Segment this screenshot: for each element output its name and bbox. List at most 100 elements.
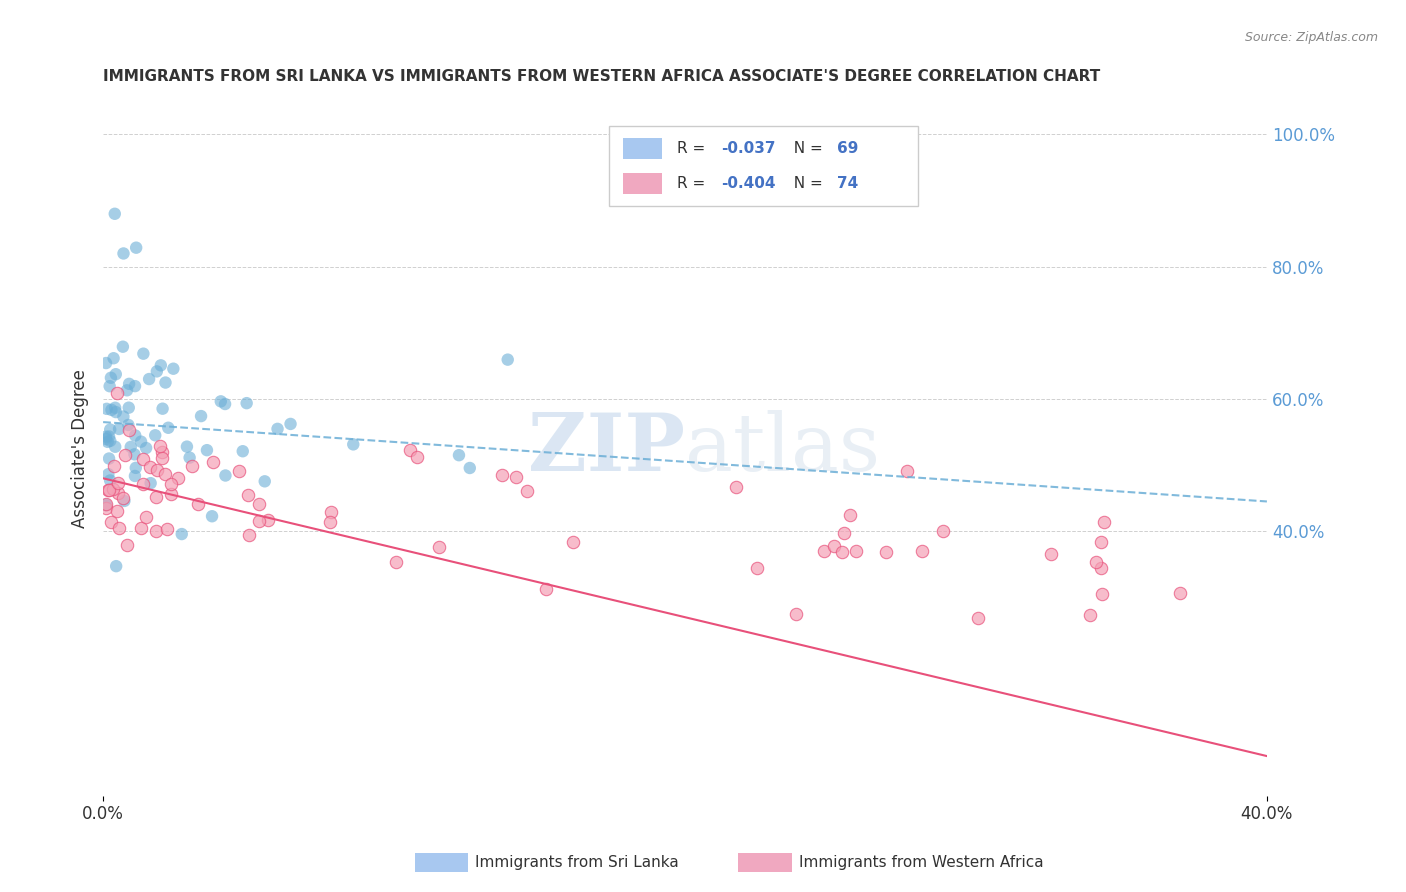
Point [319, 516, 342, 530]
Y-axis label: Associate's Degree: Associate's Degree [72, 369, 89, 528]
Point [100, 403, 122, 417]
Point [100, 371, 122, 385]
Point [536, 582, 558, 596]
Point [932, 524, 955, 538]
Point [845, 544, 868, 558]
Point [249, 514, 271, 528]
Point [214, 468, 236, 483]
Point [398, 442, 420, 457]
Point [124, 469, 146, 483]
Point [112, 494, 135, 508]
Point [247, 497, 270, 511]
Point [967, 611, 990, 625]
Point [103, 351, 125, 366]
Point [108, 422, 131, 436]
Point [120, 440, 142, 454]
Point [896, 464, 918, 478]
Point [97, 483, 120, 498]
Point [232, 444, 254, 458]
Point [139, 476, 162, 491]
Point [152, 401, 174, 416]
Point [97, 467, 120, 482]
Point [176, 440, 198, 454]
FancyBboxPatch shape [623, 173, 662, 194]
Point [129, 521, 152, 535]
Text: Immigrants from Sri Lanka: Immigrants from Sri Lanka [475, 855, 679, 870]
Text: R =: R = [676, 176, 710, 191]
Point [105, 504, 128, 518]
Point [214, 397, 236, 411]
Point [98, 379, 121, 393]
Point [104, 368, 127, 382]
Point [112, 246, 135, 260]
Point [94, 498, 117, 512]
Point [98, 451, 121, 466]
Point [179, 450, 201, 465]
Text: Immigrants from Western Africa: Immigrants from Western Africa [799, 855, 1043, 870]
Point [156, 522, 179, 536]
Point [209, 394, 232, 409]
Point [98, 483, 121, 498]
Point [149, 439, 172, 453]
Point [505, 470, 527, 484]
Point [280, 417, 302, 431]
Point [145, 524, 167, 538]
Point [1090, 560, 1112, 574]
Point [153, 467, 176, 481]
Point [131, 476, 153, 491]
Point [745, 561, 768, 575]
Point [112, 409, 135, 424]
Point [1090, 535, 1112, 549]
Point [167, 471, 190, 485]
Point [447, 448, 470, 462]
Point [201, 509, 224, 524]
Point [135, 510, 157, 524]
Point [118, 423, 141, 437]
Point [385, 555, 408, 569]
Point [104, 401, 127, 415]
Point [94, 432, 117, 446]
Point [94, 497, 117, 511]
Point [135, 441, 157, 455]
Point [342, 437, 364, 451]
Point [458, 461, 481, 475]
Point [114, 448, 136, 462]
Point [155, 376, 177, 390]
Point [124, 428, 146, 442]
Point [139, 460, 162, 475]
Point [823, 539, 845, 553]
Point [104, 440, 127, 454]
Text: 69: 69 [838, 141, 859, 156]
Text: R =: R = [676, 141, 710, 156]
Point [97, 434, 120, 449]
Point [98, 474, 121, 488]
Point [150, 445, 173, 459]
Point [875, 544, 897, 558]
Point [94, 498, 117, 512]
Point [162, 361, 184, 376]
Point [94, 356, 117, 370]
Point [1084, 555, 1107, 569]
Point [101, 482, 124, 496]
Point [145, 490, 167, 504]
Point [143, 428, 166, 442]
Point [104, 405, 127, 419]
Point [117, 417, 139, 432]
Point [118, 376, 141, 391]
Point [105, 386, 128, 401]
Point [427, 541, 450, 555]
FancyBboxPatch shape [609, 126, 918, 205]
Point [146, 463, 169, 477]
Point [160, 487, 183, 501]
Point [94, 501, 117, 516]
Point [1170, 586, 1192, 600]
Point [160, 477, 183, 491]
Point [202, 455, 225, 469]
Point [562, 535, 585, 549]
Point [190, 409, 212, 423]
Point [107, 486, 129, 500]
Point [195, 443, 218, 458]
Point [138, 372, 160, 386]
Point [1080, 608, 1102, 623]
Point [170, 527, 193, 541]
